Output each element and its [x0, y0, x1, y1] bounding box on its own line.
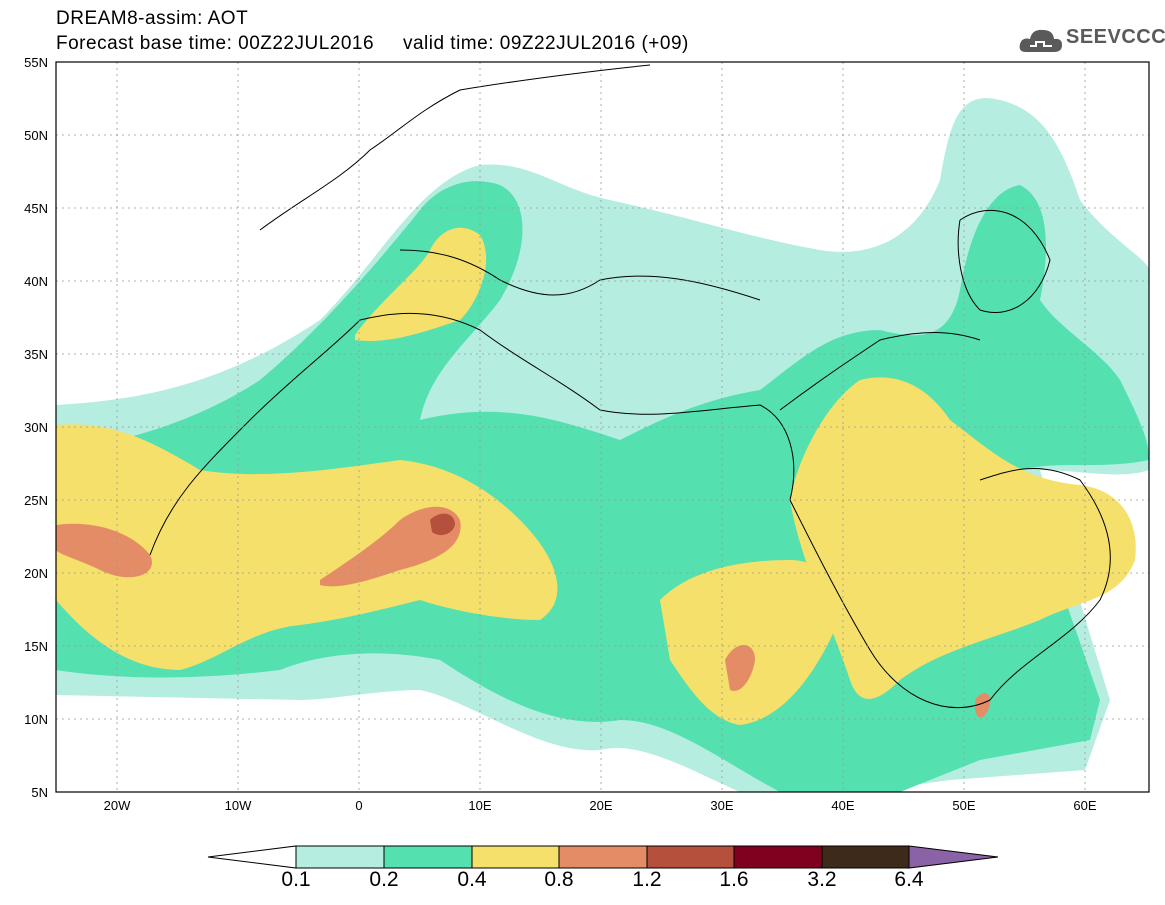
lat-label: 25N [24, 493, 48, 508]
graticule [56, 62, 1149, 792]
lat-label: 10N [24, 712, 48, 727]
logo-text: SEEVCCC [1066, 26, 1165, 48]
colorbar-swatch-3 [471, 845, 560, 869]
aot-shading [56, 98, 1149, 792]
aot-band-1-2 [430, 513, 455, 536]
colorbar-swatch-5 [646, 845, 735, 869]
colorbar-label: 0.8 [544, 868, 574, 891]
aot-band-0-8-somalia [975, 693, 991, 718]
lat-label: 35N [24, 347, 48, 362]
map-frame [55, 61, 1150, 793]
colorbar-label: 1.2 [632, 868, 662, 891]
aot-band-0-8-sahara [320, 506, 461, 587]
forecast-times: Forecast base time: 00Z22JUL2016 valid t… [56, 33, 689, 54]
colorbar-label: 0.4 [457, 868, 487, 891]
lat-label: 20N [24, 566, 48, 581]
coastlines [149, 64, 1111, 709]
aot-band-0-4-sahel [660, 560, 838, 725]
colorbar-under-arrow [207, 845, 297, 869]
colorbar [207, 845, 999, 869]
colorbar-swatch-7 [821, 845, 910, 869]
cloud-logo-icon [1019, 29, 1062, 52]
colorbar-swatch-1 [295, 845, 385, 869]
lat-label: 30N [24, 420, 48, 435]
colorbar-label: 0.1 [281, 868, 311, 891]
lon-label: 10E [468, 798, 492, 813]
aot-band-0-4-iberia [355, 227, 487, 341]
lon-label: 20E [589, 798, 613, 813]
aot-band-0-4-west [56, 424, 558, 670]
chart-title: DREAM8-assim: AOT [56, 8, 249, 29]
colorbar-swatch-6 [733, 845, 823, 869]
lat-label: 45N [24, 201, 48, 216]
lon-label: 30E [710, 798, 734, 813]
lat-label: 40N [24, 274, 48, 289]
colorbar-label: 0.2 [369, 868, 399, 891]
lon-label: 10W [224, 798, 252, 813]
lon-label: 20W [103, 798, 131, 813]
seevccc-logo: SEEVCCC [1018, 24, 1165, 58]
colorbar-over-arrow [908, 845, 999, 869]
aot-band-0-4-arabia [790, 377, 1136, 699]
colorbar-label: 3.2 [807, 868, 837, 891]
colorbar-swatch-4 [558, 845, 648, 869]
lon-label: 60E [1073, 798, 1097, 813]
colorbar-label: 6.4 [894, 868, 924, 891]
colorbar-label: 1.6 [719, 868, 749, 891]
lat-label: 55N [24, 55, 48, 70]
colorbar-swatch-2 [383, 845, 473, 869]
aot-band-0-8-sudan [725, 645, 755, 691]
lat-label: 50N [24, 128, 48, 143]
lon-label: 0 [355, 798, 363, 813]
lon-label: 40E [831, 798, 855, 813]
lon-label: 50E [952, 798, 976, 813]
lat-label: 15N [24, 639, 48, 654]
lat-label: 5N [31, 785, 48, 800]
aot-band-0-8-west [56, 523, 152, 578]
